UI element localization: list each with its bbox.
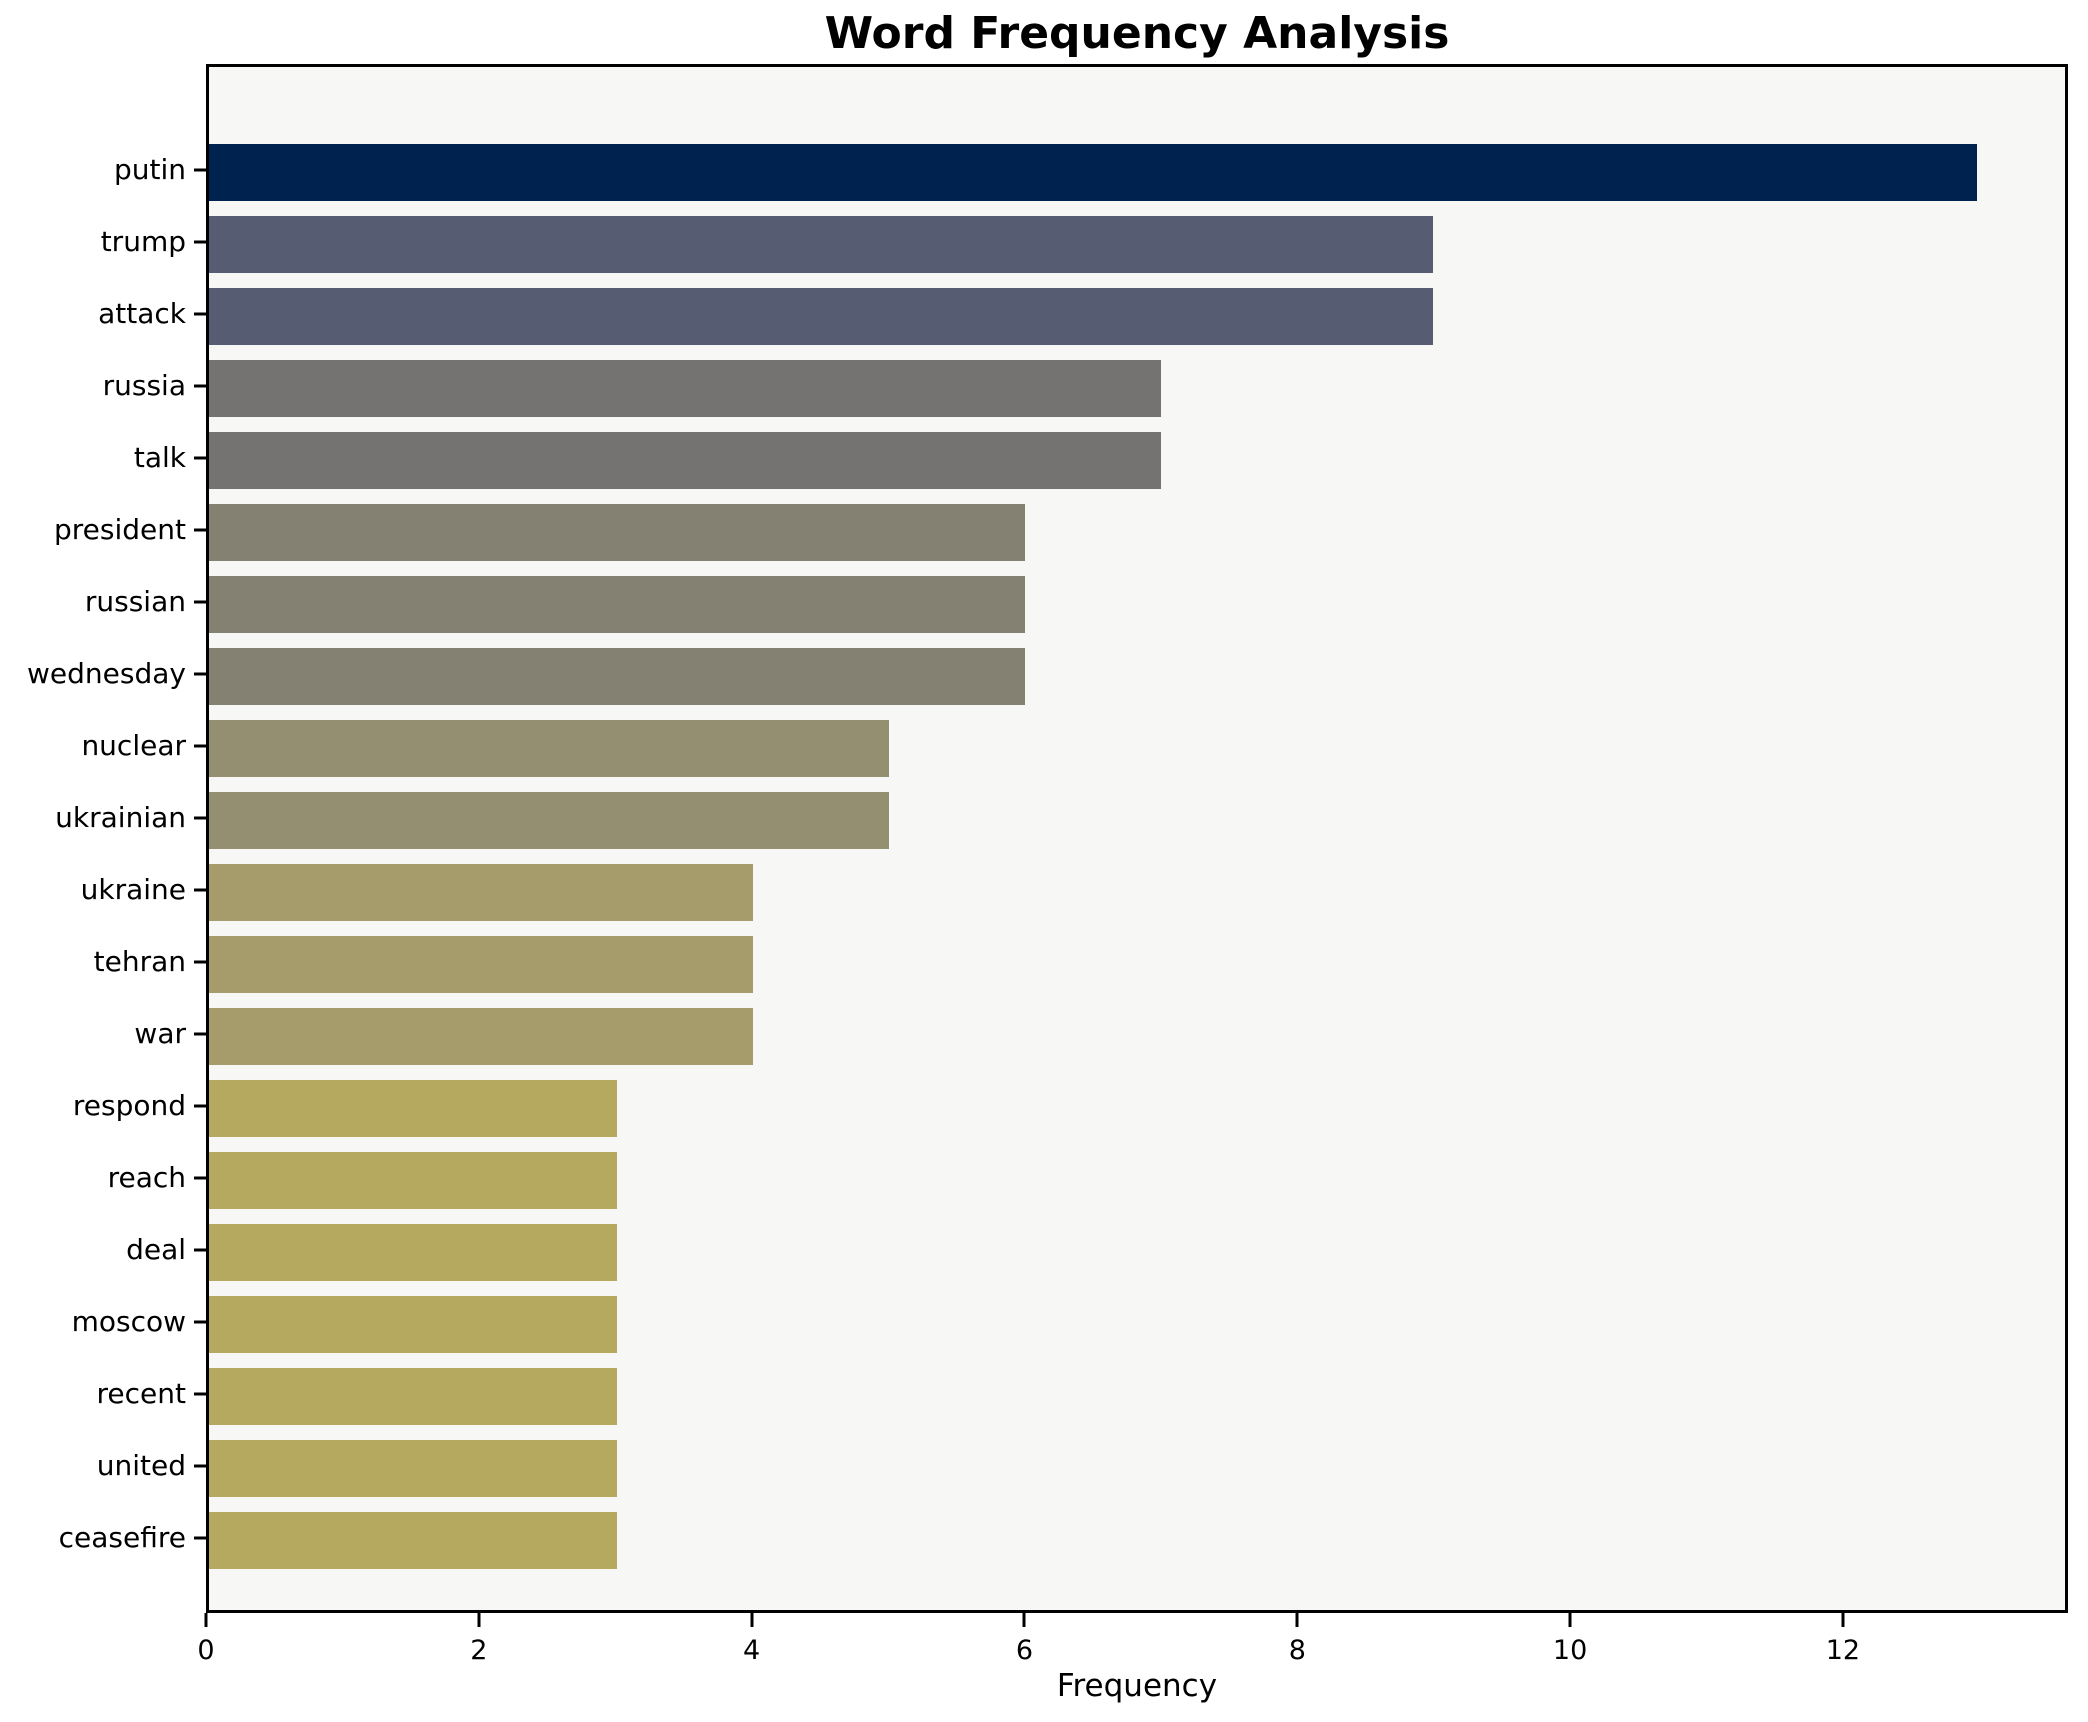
chart-title: Word Frequency Analysis — [824, 8, 1450, 59]
y-tick-mark — [194, 456, 206, 460]
bar-president — [209, 504, 1025, 561]
y-tick-mark — [194, 816, 206, 820]
bar-recent — [209, 1368, 617, 1425]
y-axis-label-deal: deal — [126, 1233, 186, 1266]
y-tick-mark — [194, 672, 206, 676]
y-axis-label-russian: russian — [84, 585, 186, 618]
x-tick-label-12: 12 — [1825, 1635, 1861, 1666]
y-tick-mark — [194, 600, 206, 604]
bar-row — [209, 569, 2065, 641]
y-axis-label-moscow: moscow — [71, 1305, 186, 1338]
y-axis-label-president: president — [54, 513, 186, 546]
x-tick-label-4: 4 — [743, 1635, 761, 1666]
y-tick-mark — [194, 1536, 206, 1540]
x-tick-mark — [1295, 1613, 1299, 1627]
x-tick-label-10: 10 — [1552, 1635, 1588, 1666]
y-axis-label-ukraine: ukraine — [80, 873, 186, 906]
bar-row — [209, 713, 2065, 785]
x-tick-mark — [1841, 1613, 1845, 1627]
y-axis-label-putin: putin — [113, 153, 186, 186]
y-axis-label-recent: recent — [96, 1377, 186, 1410]
bar-attack — [209, 288, 1433, 345]
bar-row — [209, 497, 2065, 569]
plot-area — [206, 64, 2068, 1613]
y-tick-mark — [194, 384, 206, 388]
bar-row — [209, 857, 2065, 929]
y-axis-label-ukrainian: ukrainian — [55, 801, 186, 834]
x-tick-mark — [477, 1613, 481, 1627]
bar-war — [209, 1008, 753, 1065]
bar-russian — [209, 576, 1025, 633]
y-tick-mark — [194, 1032, 206, 1036]
y-axis-label-respond: respond — [72, 1089, 186, 1122]
bar-ukraine — [209, 864, 753, 921]
bar-tehran — [209, 936, 753, 993]
bar-row — [209, 641, 2065, 713]
bar-wednesday — [209, 648, 1025, 705]
bar-moscow — [209, 1296, 617, 1353]
y-tick-mark — [194, 312, 206, 316]
y-tick-mark — [194, 1392, 206, 1396]
x-tick-label-8: 8 — [1288, 1635, 1306, 1666]
bar-respond — [209, 1080, 617, 1137]
x-tick-mark — [1568, 1613, 1572, 1627]
bars-container — [209, 67, 2065, 1610]
bar-row — [209, 425, 2065, 497]
y-tick-mark — [194, 888, 206, 892]
bar-ukrainian — [209, 792, 889, 849]
bar-row — [209, 353, 2065, 425]
y-axis-label-talk: talk — [133, 441, 186, 474]
bar-row — [209, 1433, 2065, 1505]
y-axis-label-united: united — [96, 1449, 186, 1482]
y-tick-mark — [194, 1104, 206, 1108]
y-tick-mark — [194, 168, 206, 172]
x-tick-mark — [750, 1613, 754, 1627]
y-tick-mark — [194, 528, 206, 532]
bar-reach — [209, 1152, 617, 1209]
y-axis-label-war: war — [134, 1017, 186, 1050]
bar-row — [209, 1505, 2065, 1577]
bar-row — [209, 1001, 2065, 1073]
y-tick-mark — [194, 1248, 206, 1252]
bar-ceasefire — [209, 1512, 617, 1569]
bar-row — [209, 137, 2065, 209]
y-axis-label-trump: trump — [100, 225, 186, 258]
bar-russia — [209, 360, 1161, 417]
y-axis-label-wednesday: wednesday — [27, 657, 186, 690]
x-tick-mark — [204, 1613, 208, 1627]
y-tick-mark — [194, 960, 206, 964]
x-tick-label-0: 0 — [197, 1635, 215, 1666]
y-axis-label-nuclear: nuclear — [81, 729, 186, 762]
bar-row — [209, 1073, 2065, 1145]
bar-row — [209, 1361, 2065, 1433]
y-axis-label-reach: reach — [107, 1161, 186, 1194]
x-tick-label-2: 2 — [470, 1635, 488, 1666]
x-tick-label-6: 6 — [1015, 1635, 1034, 1666]
bar-row — [209, 1145, 2065, 1217]
bar-trump — [209, 216, 1433, 273]
y-tick-mark — [194, 1176, 206, 1180]
x-tick-mark — [1022, 1613, 1026, 1627]
bar-row — [209, 209, 2065, 281]
bar-nuclear — [209, 720, 889, 777]
bar-row — [209, 929, 2065, 1001]
y-axis-label-russia: russia — [102, 369, 186, 402]
y-axis-label-attack: attack — [98, 297, 186, 330]
y-tick-mark — [194, 240, 206, 244]
bar-putin — [209, 144, 1977, 201]
y-axis-label-tehran: tehran — [93, 945, 186, 978]
y-axis-label-ceasefire: ceasefire — [58, 1521, 186, 1554]
bar-row — [209, 1217, 2065, 1289]
bar-talk — [209, 432, 1161, 489]
bar-deal — [209, 1224, 617, 1281]
y-tick-mark — [194, 744, 206, 748]
bar-row — [209, 281, 2065, 353]
x-axis-title: Frequency — [1056, 1668, 1218, 1704]
bar-row — [209, 1289, 2065, 1361]
bar-row — [209, 785, 2065, 857]
y-tick-mark — [194, 1320, 206, 1324]
bar-united — [209, 1440, 617, 1497]
y-tick-mark — [194, 1464, 206, 1468]
